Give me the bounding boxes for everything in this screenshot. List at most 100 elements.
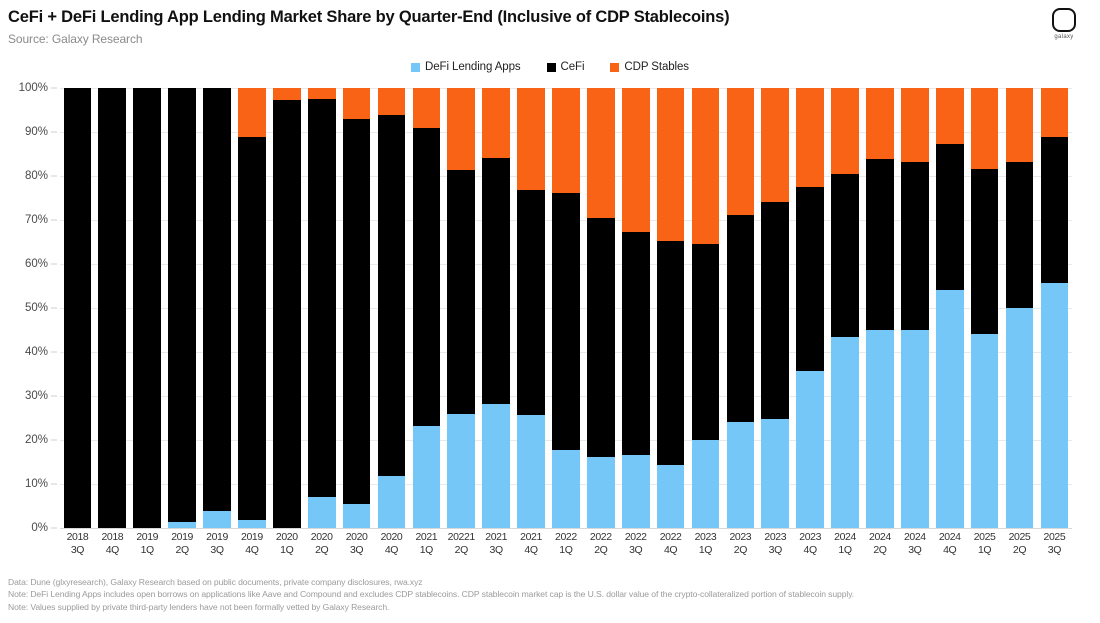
cefi-segment[interactable] <box>935 143 964 291</box>
cefi-segment[interactable] <box>586 218 615 457</box>
defi-lending-apps-segment[interactable] <box>761 418 790 528</box>
legend-item[interactable]: DeFi Lending Apps <box>411 61 521 73</box>
bar-column[interactable] <box>691 88 720 528</box>
cefi-segment[interactable] <box>63 88 92 528</box>
cdp-stables-segment[interactable] <box>1040 88 1069 137</box>
cdp-stables-segment[interactable] <box>761 88 790 202</box>
cdp-stables-segment[interactable] <box>377 88 406 116</box>
cdp-stables-segment[interactable] <box>307 88 336 100</box>
cefi-segment[interactable] <box>238 137 266 521</box>
cdp-stables-segment[interactable] <box>691 88 720 245</box>
cdp-stables-segment[interactable] <box>900 88 929 162</box>
bar-column[interactable] <box>796 88 824 528</box>
defi-lending-apps-segment[interactable] <box>552 449 580 528</box>
cefi-segment[interactable] <box>831 174 859 338</box>
cdp-stables-segment[interactable] <box>586 88 615 219</box>
cefi-segment[interactable] <box>133 88 162 528</box>
bar-column[interactable] <box>342 88 371 528</box>
defi-lending-apps-segment[interactable] <box>482 403 510 528</box>
bar-column[interactable] <box>272 88 301 528</box>
defi-lending-apps-segment[interactable] <box>796 370 824 528</box>
bar-column[interactable] <box>482 88 510 528</box>
bar-column[interactable] <box>63 88 92 528</box>
defi-lending-apps-segment[interactable] <box>517 415 545 528</box>
bar-column[interactable] <box>447 88 476 528</box>
defi-lending-apps-segment[interactable] <box>307 497 336 528</box>
defi-lending-apps-segment[interactable] <box>238 520 266 528</box>
cefi-segment[interactable] <box>412 128 441 427</box>
bar-column[interactable] <box>1040 88 1069 528</box>
bar-column[interactable] <box>831 88 859 528</box>
cefi-segment[interactable] <box>307 99 336 498</box>
cdp-stables-segment[interactable] <box>272 88 301 100</box>
bar-column[interactable] <box>238 88 266 528</box>
defi-lending-apps-segment[interactable] <box>586 456 615 528</box>
cefi-segment[interactable] <box>168 88 196 523</box>
bar-column[interactable] <box>761 88 790 528</box>
bar-column[interactable] <box>726 88 755 528</box>
cdp-stables-segment[interactable] <box>831 88 859 175</box>
bar-column[interactable] <box>412 88 441 528</box>
bar-column[interactable] <box>98 88 127 528</box>
bar-column[interactable] <box>935 88 964 528</box>
defi-lending-apps-segment[interactable] <box>726 421 755 528</box>
legend-item[interactable]: CeFi <box>546 61 585 73</box>
bar-column[interactable] <box>203 88 231 528</box>
cefi-segment[interactable] <box>621 232 650 455</box>
cefi-segment[interactable] <box>342 118 371 504</box>
cdp-stables-segment[interactable] <box>970 88 999 169</box>
defi-lending-apps-segment[interactable] <box>621 454 650 528</box>
defi-lending-apps-segment[interactable] <box>866 329 894 528</box>
cefi-segment[interactable] <box>377 115 406 477</box>
defi-lending-apps-segment[interactable] <box>970 333 999 528</box>
cdp-stables-segment[interactable] <box>796 88 824 187</box>
cefi-segment[interactable] <box>272 99 301 528</box>
defi-lending-apps-segment[interactable] <box>656 465 685 528</box>
cefi-segment[interactable] <box>517 189 545 416</box>
bar-column[interactable] <box>377 88 406 528</box>
cdp-stables-segment[interactable] <box>656 88 685 242</box>
cefi-segment[interactable] <box>900 161 929 330</box>
bar-column[interactable] <box>621 88 650 528</box>
cefi-segment[interactable] <box>98 88 127 528</box>
cdp-stables-segment[interactable] <box>517 88 545 190</box>
bar-column[interactable] <box>1005 88 1034 528</box>
cefi-segment[interactable] <box>970 168 999 334</box>
defi-lending-apps-segment[interactable] <box>691 440 720 528</box>
cdp-stables-segment[interactable] <box>866 88 894 159</box>
bar-column[interactable] <box>552 88 580 528</box>
defi-lending-apps-segment[interactable] <box>900 330 929 528</box>
defi-lending-apps-segment[interactable] <box>168 522 196 528</box>
cdp-stables-segment[interactable] <box>482 88 510 158</box>
defi-lending-apps-segment[interactable] <box>342 503 371 528</box>
cefi-segment[interactable] <box>691 244 720 440</box>
cefi-segment[interactable] <box>1040 136 1069 284</box>
cefi-segment[interactable] <box>866 158 894 330</box>
defi-lending-apps-segment[interactable] <box>1040 283 1069 528</box>
legend-item[interactable]: CDP Stables <box>610 61 689 73</box>
bar-column[interactable] <box>307 88 336 528</box>
defi-lending-apps-segment[interactable] <box>377 476 406 528</box>
bar-column[interactable] <box>133 88 162 528</box>
bar-column[interactable] <box>900 88 929 528</box>
defi-lending-apps-segment[interactable] <box>831 337 859 528</box>
cdp-stables-segment[interactable] <box>621 88 650 233</box>
cefi-segment[interactable] <box>552 192 580 450</box>
cdp-stables-segment[interactable] <box>238 88 266 138</box>
cefi-segment[interactable] <box>203 88 231 511</box>
cefi-segment[interactable] <box>796 186 824 371</box>
cefi-segment[interactable] <box>447 170 476 414</box>
cefi-segment[interactable] <box>1005 162 1034 309</box>
defi-lending-apps-segment[interactable] <box>935 290 964 528</box>
cdp-stables-segment[interactable] <box>412 88 441 129</box>
cefi-segment[interactable] <box>656 241 685 466</box>
cdp-stables-segment[interactable] <box>342 88 371 119</box>
cdp-stables-segment[interactable] <box>1005 88 1034 163</box>
cefi-segment[interactable] <box>482 157 510 404</box>
cefi-segment[interactable] <box>761 201 790 419</box>
cdp-stables-segment[interactable] <box>552 88 580 193</box>
cdp-stables-segment[interactable] <box>447 88 476 171</box>
defi-lending-apps-segment[interactable] <box>203 510 231 528</box>
cdp-stables-segment[interactable] <box>726 88 755 215</box>
cefi-segment[interactable] <box>726 214 755 422</box>
